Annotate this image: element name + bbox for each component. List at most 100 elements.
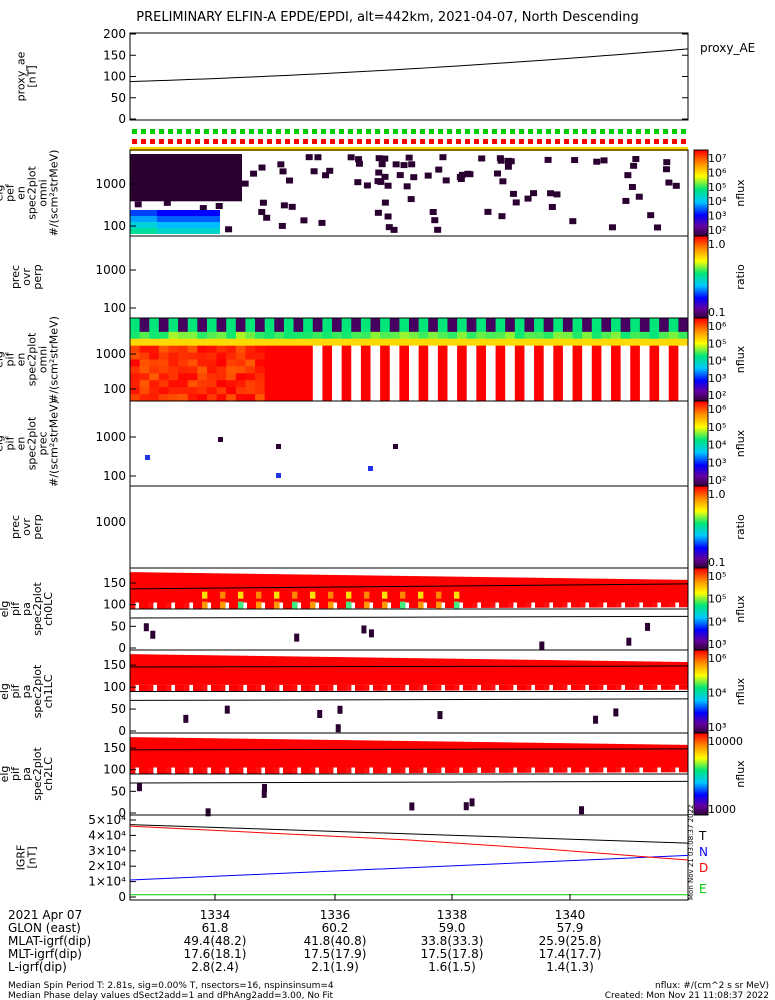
status-dot-green <box>663 129 668 134</box>
colorbar-cell <box>694 276 708 278</box>
heatmap-cell <box>418 373 429 381</box>
heatmap-cell <box>400 601 406 609</box>
colorbar-cell <box>694 266 708 268</box>
status-dot-green <box>492 129 497 134</box>
heatmap-cell <box>235 352 246 360</box>
heatmap-cell <box>370 338 381 347</box>
heatmap-cell <box>553 318 564 326</box>
heatmap-cell <box>166 737 176 768</box>
colorbar-cell <box>694 272 708 274</box>
colorbar-cell <box>694 311 708 313</box>
heatmap-cell <box>632 156 640 163</box>
heatmap-cell <box>364 657 374 685</box>
colorbar-cell <box>694 376 708 378</box>
heatmap-cell <box>582 394 593 402</box>
status-dot-red <box>465 139 470 144</box>
heatmap-cell <box>625 767 635 773</box>
colorbar-cell <box>694 231 708 233</box>
y-axis-label: proxy_ae[nT] <box>15 51 39 101</box>
status-dot-red <box>321 139 326 144</box>
heatmap-cell <box>553 380 564 388</box>
colorbar-cell <box>694 215 708 217</box>
heatmap-cell <box>399 366 410 374</box>
heatmap-cell <box>589 660 599 685</box>
heatmap-cell <box>382 657 392 685</box>
heatmap-cell <box>437 373 448 381</box>
heatmap-cell <box>620 352 631 360</box>
colorbar-tick-label: 10³ <box>708 638 726 651</box>
colorbar-cell <box>694 665 708 667</box>
status-dot-green <box>276 129 281 134</box>
y-axis-label: elgpifenspec2plotprec#/(scm²strMeV) <box>0 400 61 487</box>
heatmap-cell <box>410 174 418 181</box>
heatmap-cell <box>437 345 448 354</box>
heatmap-cell <box>571 602 581 608</box>
status-dot-green <box>186 129 191 134</box>
status-dot-green <box>195 129 200 134</box>
heatmap-cell <box>364 601 370 609</box>
heatmap-cell <box>634 602 640 608</box>
colorbar-cell <box>694 752 708 754</box>
heatmap-cell <box>319 574 329 603</box>
heatmap-cell <box>485 359 497 367</box>
colorbar-tick-label: 1.0 <box>708 488 726 501</box>
heatmap-cell <box>245 387 256 395</box>
colorbar-cell <box>694 323 708 325</box>
heatmap-cell <box>226 359 237 367</box>
heatmap-cell <box>463 684 473 691</box>
colorbar-cell <box>694 352 708 354</box>
colorbar-cell <box>694 564 708 566</box>
heatmap-cell <box>130 602 136 609</box>
heatmap-cell <box>524 338 535 347</box>
status-dot-green <box>645 129 650 134</box>
heatmap-cell <box>508 577 518 603</box>
y-tick-label: 1000 <box>95 515 126 529</box>
colorbar-cell <box>694 363 708 365</box>
heatmap-cell <box>447 338 458 347</box>
heatmap-cell <box>301 656 311 685</box>
y-tick-label: 0 <box>118 806 126 820</box>
heatmap-cell <box>274 359 285 367</box>
heatmap-cell <box>380 338 391 347</box>
heatmap-cell <box>447 380 458 388</box>
heatmap-cell <box>235 345 246 354</box>
colorbar-cell <box>694 727 708 729</box>
colorbar-cell <box>694 151 708 153</box>
ephem-value: 1.6(1.5) <box>428 960 476 974</box>
heatmap-cell <box>149 359 160 367</box>
colorbar-cell <box>694 747 708 749</box>
colorbar-cell <box>694 209 708 211</box>
heatmap-cell <box>553 684 563 691</box>
colorbar-cell <box>694 238 708 240</box>
y-tick-label: 1000 <box>95 177 126 191</box>
heatmap-cell <box>427 602 437 609</box>
status-dot-red <box>564 139 569 144</box>
colorbar-cell <box>694 664 708 666</box>
heatmap-cell <box>274 345 285 354</box>
colorbar-cell <box>694 557 708 559</box>
heatmap-cell <box>485 318 497 326</box>
colorbar-cell <box>694 809 708 811</box>
heatmap-cell <box>355 602 365 609</box>
heatmap-cell <box>188 216 193 222</box>
y-tick-label: 1000 <box>95 347 126 361</box>
heatmap-cell <box>505 359 516 367</box>
heatmap-cell <box>258 208 266 215</box>
heatmap-cell <box>197 345 208 354</box>
heatmap-cell <box>235 387 246 395</box>
colorbar-cell <box>694 296 708 298</box>
heatmap-cell <box>385 224 393 231</box>
colorbar-cell <box>694 658 708 660</box>
heatmap-cell <box>161 216 166 222</box>
heatmap-cell <box>572 373 583 381</box>
heatmap-cell <box>544 660 554 685</box>
colorbar-cell <box>694 730 708 732</box>
colorbar-cell <box>694 700 708 702</box>
heatmap-cell <box>184 210 189 216</box>
heatmap-cell <box>292 739 302 768</box>
heatmap-cell <box>544 156 552 163</box>
heatmap-cell <box>245 380 256 388</box>
heatmap-cell <box>601 359 612 367</box>
heatmap-cell <box>293 387 304 395</box>
heatmap-cell <box>332 380 343 388</box>
